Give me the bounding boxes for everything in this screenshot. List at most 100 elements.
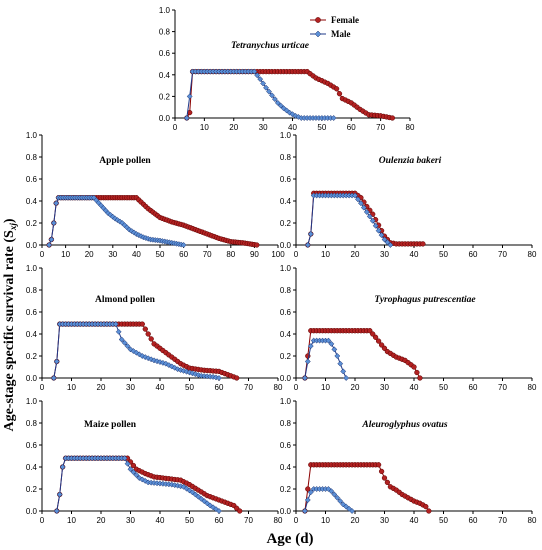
y-tick-label: 0.0 [280, 507, 292, 516]
female-series [302, 328, 423, 381]
y-tick-label: 0.4 [280, 463, 292, 472]
male-data-point [263, 84, 270, 91]
male-data-point [334, 494, 341, 501]
panel-tyrophagus: 0.0 0.2 0.4 0.6 0.8 1.0 0 10 20 30 40 50 60 70 80 Tyrop… [280, 264, 537, 392]
y-tick-label: 0.6 [280, 175, 292, 184]
male-data-point [130, 348, 137, 355]
male-data-point [46, 242, 53, 248]
male-data-point [183, 115, 190, 121]
female-data-point [423, 503, 429, 510]
female-data-point [378, 468, 385, 475]
x-tick-label: 60 [215, 383, 224, 392]
male-series [46, 194, 187, 248]
male-data-point [216, 508, 222, 514]
x-tick-label: 20 [229, 123, 238, 132]
male-data-point [186, 93, 193, 100]
x-tick-label: 40 [132, 250, 141, 259]
female-data-point [381, 345, 388, 351]
male-data-point [292, 112, 299, 119]
x-tick-label: 30 [259, 123, 268, 132]
y-tick-label: 0.0 [159, 114, 171, 123]
x-tick-label: 0 [294, 250, 299, 259]
y-tick-label: 0.0 [280, 374, 292, 383]
female-data-point [375, 462, 382, 468]
x-tick-label: 30 [126, 516, 135, 525]
panel-title: Apple pollen [99, 156, 151, 166]
x-tick-label: 80 [528, 516, 537, 525]
x-tick-label: 40 [156, 383, 165, 392]
x-tick-label: 80 [406, 123, 415, 132]
y-tick-label: 0.6 [26, 308, 38, 317]
female-data-point [367, 328, 373, 334]
panel-title: Tyrophagus putrescentiae [374, 295, 476, 305]
x-tick-label: 50 [185, 383, 194, 392]
male-series [53, 455, 222, 514]
male-data-point [301, 375, 308, 381]
male-data-point [268, 92, 275, 99]
male-data-point [354, 196, 361, 203]
x-tick-label: 0 [40, 383, 45, 392]
x-tick-label: 40 [288, 123, 297, 132]
panel-title: Tetranychus urticae [231, 41, 310, 51]
legend-female-label: Female [331, 15, 359, 25]
female-data-point [414, 369, 420, 376]
x-tick-label: 30 [108, 250, 117, 259]
y-tick-label: 0.2 [26, 485, 38, 494]
female-data-point [148, 336, 154, 342]
male-series [304, 192, 394, 248]
x-tick-label: 30 [126, 383, 135, 392]
male-data-point [124, 460, 131, 467]
male-data-point [115, 328, 122, 335]
y-tick-label: 1.0 [280, 397, 292, 406]
male-data-point [139, 476, 146, 483]
male-data-point [307, 343, 314, 350]
male-data-point [130, 469, 137, 476]
x-tick-label: 10 [67, 516, 76, 525]
x-tick-label: 30 [380, 516, 389, 525]
male-data-point [204, 500, 211, 507]
male-data-point [366, 213, 373, 220]
female-data-point [142, 326, 148, 332]
x-tick-label: 10 [200, 123, 209, 132]
x-tick-label: 50 [439, 383, 448, 392]
male-data-point [53, 200, 60, 207]
male-data-point [381, 236, 388, 243]
y-tick-label: 0.0 [26, 374, 38, 383]
x-tick-label: 40 [156, 516, 165, 525]
male-data-point [180, 242, 187, 248]
female-data-point [417, 375, 423, 381]
panel-oulenzia: 0.0 0.2 0.4 0.6 0.8 1.0 0 10 20 30 40 50 60 70 80 Oulen… [280, 131, 537, 259]
x-tick-label: 20 [85, 250, 94, 259]
x-tick-label: 0 [294, 516, 299, 525]
x-tick-label: 80 [226, 250, 235, 259]
male-data-point [121, 455, 128, 462]
x-tick-label: 80 [274, 383, 283, 392]
x-tick-label: 20 [351, 516, 360, 525]
female-data-point [130, 462, 137, 469]
y-tick-label: 1.0 [26, 264, 38, 273]
male-data-point [260, 80, 267, 87]
male-data-point [304, 358, 311, 365]
male-data-point [387, 242, 394, 248]
y-tick-label: 0.6 [159, 49, 171, 58]
legend: Female Male [310, 15, 359, 39]
male-data-point [186, 487, 193, 494]
y-tick-label: 0.2 [280, 219, 292, 228]
x-tick-label: 10 [67, 383, 76, 392]
male-data-point [331, 346, 338, 353]
male-data-point [127, 466, 134, 473]
x-tick-label: 70 [203, 250, 212, 259]
female-data-point [305, 486, 311, 492]
x-tick-label: 40 [410, 516, 419, 525]
x-tick-label: 60 [469, 383, 478, 392]
male-data-point [189, 489, 196, 496]
male-data-point [180, 483, 187, 490]
y-tick-label: 0.8 [280, 153, 292, 162]
male-data-point [325, 337, 332, 344]
x-tick-label: 20 [351, 250, 360, 259]
panel-title: Maize pollen [84, 420, 137, 430]
male-data-point [307, 489, 314, 496]
male-data-point [328, 488, 335, 495]
male-data-point [343, 375, 350, 381]
y-tick-label: 0.8 [280, 286, 292, 295]
